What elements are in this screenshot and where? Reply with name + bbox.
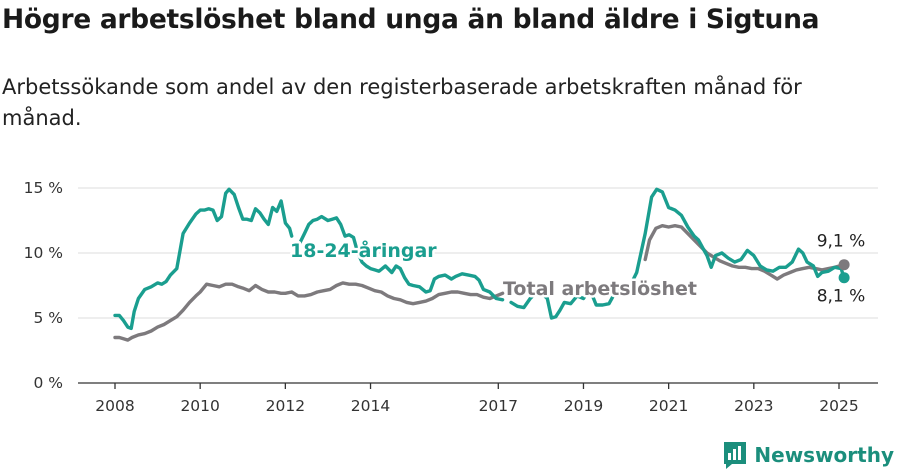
y-tick-label: 10 % <box>24 244 63 262</box>
y-tick-label: 15 % <box>24 179 63 197</box>
series-lines <box>113 187 850 342</box>
youth-series-label: 18-24-åringar <box>290 238 437 262</box>
y-tick-label: 0 % <box>33 374 63 392</box>
total-line-2008-2017 <box>113 281 505 342</box>
x-tick-label: 2019 <box>564 397 603 415</box>
x-tick-label: 2008 <box>95 397 134 415</box>
x-tick-label: 2010 <box>180 397 219 415</box>
youth-line-2008-2012 <box>113 187 294 331</box>
chart-title: Högre arbetslöshet bland unga än bland ä… <box>2 4 820 35</box>
chart-subtitle: Arbetssökande som andel av den registerb… <box>2 75 802 130</box>
x-tick-label: 2017 <box>479 397 518 415</box>
total-series-label: Total arbetslöshet <box>503 278 697 300</box>
x-tick-label: 2023 <box>734 397 773 415</box>
total-line-2020-2025 <box>643 224 846 281</box>
y-tick-label: 5 % <box>33 309 63 327</box>
axes: 0 % 5 % 10 % 15 % 2008 2010 2012 2014 2017 2019 20… <box>24 179 878 415</box>
x-tick-label: 2012 <box>266 397 305 415</box>
newsworthy-logo-icon <box>724 442 747 469</box>
x-tick-label: 2025 <box>819 397 858 415</box>
series-labels: 9,1 % 8,1 % 18-24-åringar Total arbetslöshe… <box>288 232 866 307</box>
x-tick-label: 2021 <box>649 397 688 415</box>
youth-line-2017-2025 <box>509 187 846 320</box>
brand-name: Newsworthy <box>754 443 894 467</box>
youth-end-value-label: 8,1 % <box>817 287 866 307</box>
youth-line-2012-2017 <box>296 214 505 302</box>
brand: Newsworthy <box>722 440 894 470</box>
total-end-marker <box>838 259 850 271</box>
grid-lines <box>78 187 878 319</box>
x-tick-label: 2014 <box>351 397 390 415</box>
youth-end-marker <box>838 272 850 284</box>
total-end-value-label: 9,1 % <box>817 232 866 252</box>
